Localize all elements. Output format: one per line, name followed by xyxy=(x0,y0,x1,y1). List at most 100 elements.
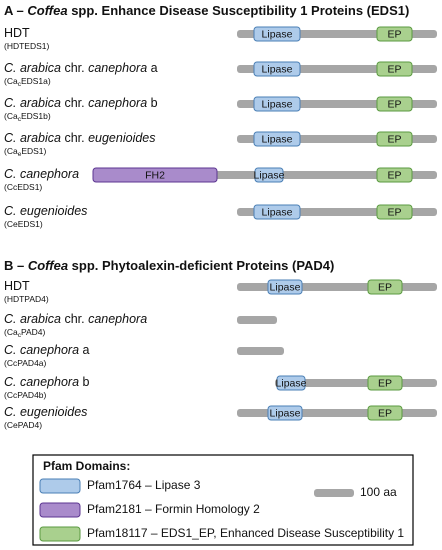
domain-label: Lipase xyxy=(270,407,301,419)
domain-label: EP xyxy=(387,63,401,75)
protein-code: (HDTEDS1) xyxy=(4,41,50,51)
protein-name: C. arabica chr. canephora a xyxy=(4,61,158,75)
domain-label: EP xyxy=(378,407,392,419)
text-part: chr. xyxy=(61,61,88,75)
scale-label: 100 aa xyxy=(360,485,397,499)
legend-title: Pfam Domains: xyxy=(43,459,130,473)
text-part: spp. Enhance Disease Susceptibility 1 Pr… xyxy=(68,3,410,18)
protein-code: (CacPAD4) xyxy=(4,327,46,338)
protein-name: C. arabica chr. eugenioides xyxy=(4,131,156,145)
text-part: a xyxy=(79,343,89,357)
domain-box xyxy=(253,204,301,220)
domain-box xyxy=(253,26,301,42)
legend-label: Pfam18117 – EDS1_EP, Enhanced Disease Su… xyxy=(87,526,404,540)
text-part: C. arabica xyxy=(4,61,61,75)
domain-box xyxy=(253,61,301,77)
scale-bar xyxy=(314,489,354,497)
text-part: EDS1b) xyxy=(21,111,51,121)
text-part: C. arabica xyxy=(4,312,61,326)
text-part: (CePAD4) xyxy=(4,420,42,430)
text-part: C. eugenioides xyxy=(4,405,87,419)
domain-label: EP xyxy=(387,169,401,181)
domain-box xyxy=(253,131,301,147)
domain-label: EP xyxy=(387,206,401,218)
domain-label: Lipase xyxy=(262,28,293,40)
protein-code: (CeEDS1) xyxy=(4,219,43,229)
text-part: C. canephora xyxy=(4,167,79,181)
text-part: PAD4) xyxy=(21,327,46,337)
text-part: canephora xyxy=(88,312,147,326)
protein-bar xyxy=(237,409,437,417)
text-part: (Ca xyxy=(4,76,18,86)
text-part: chr. xyxy=(61,131,88,145)
domain-box xyxy=(376,131,413,147)
domain-label: Lipase xyxy=(254,169,285,181)
text-part: chr. xyxy=(61,312,88,326)
text-part: c xyxy=(18,116,22,123)
text-part: Coffea xyxy=(28,258,68,273)
domain-box xyxy=(367,375,403,391)
text-part: (Ca xyxy=(4,111,18,121)
protein-name: C. eugenioides xyxy=(4,204,87,218)
legend-box xyxy=(32,454,414,546)
domain-label: Lipase xyxy=(262,98,293,110)
protein-code: (CePAD4) xyxy=(4,420,42,430)
text-part: c xyxy=(18,81,22,88)
text-part: HDT xyxy=(4,279,30,293)
domain-box xyxy=(376,96,413,112)
domain-label: FH2 xyxy=(145,169,165,181)
text-part: a xyxy=(147,61,157,75)
domain-label: EP xyxy=(387,98,401,110)
text-part: C. eugenioides xyxy=(4,204,87,218)
text-part: (Ca xyxy=(4,146,18,156)
text-part: C. canephora xyxy=(4,375,79,389)
protein-bar xyxy=(237,283,437,291)
domain-box xyxy=(367,279,403,295)
text-part: e xyxy=(18,151,22,158)
text-part: Coffea xyxy=(27,3,67,18)
text-part: C. arabica xyxy=(4,131,61,145)
protein-code: (CacEDS1b) xyxy=(4,111,51,122)
domain-box xyxy=(267,279,303,295)
domain-box xyxy=(92,167,218,183)
legend-swatch xyxy=(39,526,81,542)
text-part: EDS1a) xyxy=(21,76,51,86)
domain-label: Lipase xyxy=(262,206,293,218)
protein-code: (CcPAD4b) xyxy=(4,390,47,400)
protein-name: C. canephora b xyxy=(4,375,90,389)
domain-box xyxy=(254,167,284,183)
section-title: A – Coffea spp. Enhance Disease Suscepti… xyxy=(4,3,409,18)
text-part: chr. xyxy=(61,96,88,110)
domain-box xyxy=(376,204,413,220)
text-part: (CcPAD4b) xyxy=(4,390,47,400)
domain-label: Lipase xyxy=(262,63,293,75)
protein-bar xyxy=(237,347,284,355)
domain-box xyxy=(276,375,306,391)
text-part: B – xyxy=(4,258,28,273)
domain-label: Lipase xyxy=(262,133,293,145)
protein-name: C. arabica chr. canephora b xyxy=(4,96,158,110)
domain-label: EP xyxy=(387,133,401,145)
legend-label: Pfam1764 – Lipase 3 xyxy=(87,478,201,492)
text-part: (CcEDS1) xyxy=(4,182,42,192)
protein-code: (CacEDS1a) xyxy=(4,76,51,87)
domain-label: EP xyxy=(378,281,392,293)
text-part: (Ca xyxy=(4,327,18,337)
protein-name: HDT xyxy=(4,26,30,40)
text-part: EDS1) xyxy=(21,146,46,156)
text-part: canephora xyxy=(88,61,147,75)
protein-code: (CcPAD4a) xyxy=(4,358,47,368)
text-part: c xyxy=(18,332,22,339)
domain-label: EP xyxy=(378,377,392,389)
text-part: b xyxy=(79,375,89,389)
protein-name: C. canephora a xyxy=(4,343,90,357)
text-part: A – xyxy=(4,3,27,18)
text-part: (HDTPAD4) xyxy=(4,294,49,304)
protein-name: HDT xyxy=(4,279,30,293)
domain-box xyxy=(267,405,303,421)
protein-bar xyxy=(237,316,277,324)
protein-code: (CaeEDS1) xyxy=(4,146,47,157)
text-part: (CcPAD4a) xyxy=(4,358,47,368)
text-part: b xyxy=(147,96,157,110)
legend-swatch xyxy=(39,478,81,494)
